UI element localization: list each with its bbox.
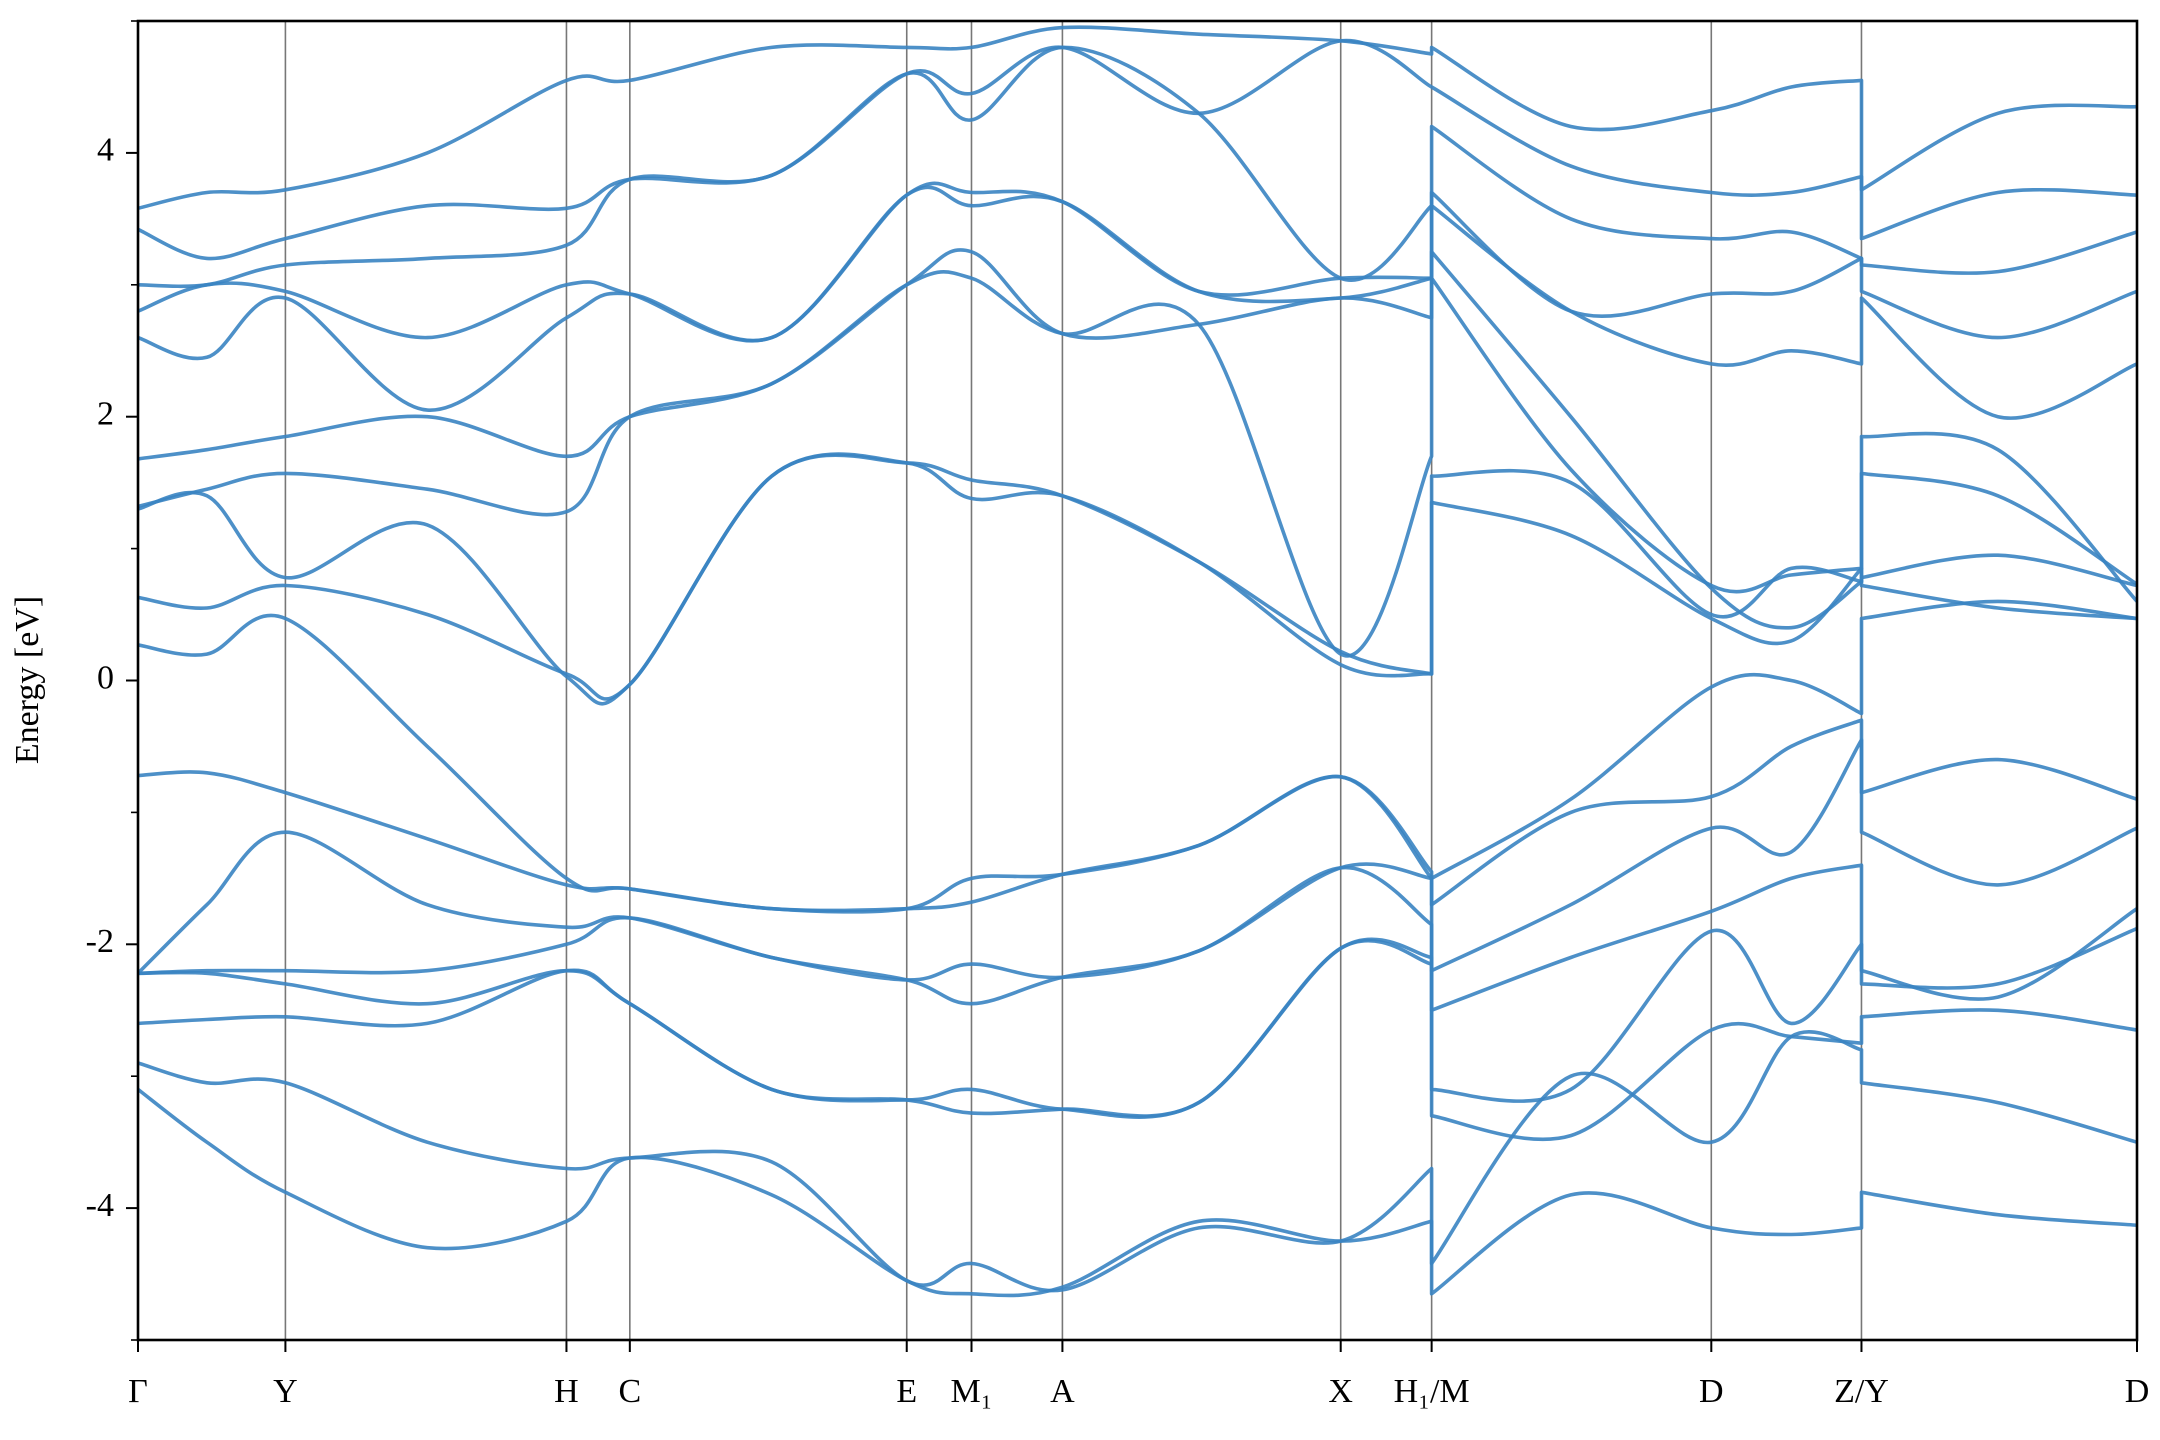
- band-line: [138, 270, 2137, 658]
- band-line: [138, 926, 2137, 1118]
- band-line: [138, 181, 2137, 343]
- x-tick-label: Y: [273, 1373, 298, 1410]
- x-tick-label: D: [2125, 1373, 2150, 1410]
- band-line: [138, 599, 2137, 914]
- x-tick-label: E: [896, 1373, 917, 1410]
- band-line: [138, 45, 2137, 289]
- band-line: [138, 185, 2137, 420]
- x-tick-label: Z/Y: [1834, 1373, 1889, 1410]
- x-tick-label: D: [1699, 1373, 1724, 1410]
- x-tick-label: H₁/M: [1394, 1373, 1470, 1410]
- y-tick-label: -4: [86, 1187, 114, 1224]
- y-tick-label: 4: [97, 132, 114, 169]
- grid: [137, 21, 2138, 1340]
- y-tick-label: 0: [97, 659, 114, 696]
- band-line: [138, 38, 2137, 261]
- x-tick-label: A: [1050, 1373, 1075, 1410]
- plot-frame: [136, 19, 2139, 1342]
- band-line: [138, 718, 2137, 913]
- band-line: [138, 1087, 2137, 1298]
- x-tick-label: X: [1328, 1373, 1353, 1410]
- x-tick-label: Γ: [128, 1373, 148, 1410]
- band-line: [138, 1030, 2137, 1293]
- y-axis-label: Energy [eV]: [9, 596, 46, 764]
- x-tick-label: C: [618, 1373, 641, 1410]
- band-line: [138, 25, 2137, 211]
- y-tick-label: -2: [86, 923, 114, 960]
- band-line: [138, 453, 2137, 706]
- x-tick-label: H: [554, 1373, 579, 1410]
- ticks: Γ Y H C E M₁ A X H₁/M D Z/Y D -4 -2 0 2 4: [86, 20, 2150, 1410]
- band-line: [138, 248, 2137, 630]
- y-tick-label: 2: [97, 395, 114, 432]
- x-tick-label: M₁: [950, 1373, 992, 1410]
- band-line: [138, 862, 2137, 1013]
- bands: [138, 25, 2137, 1298]
- band-line: [138, 738, 2137, 982]
